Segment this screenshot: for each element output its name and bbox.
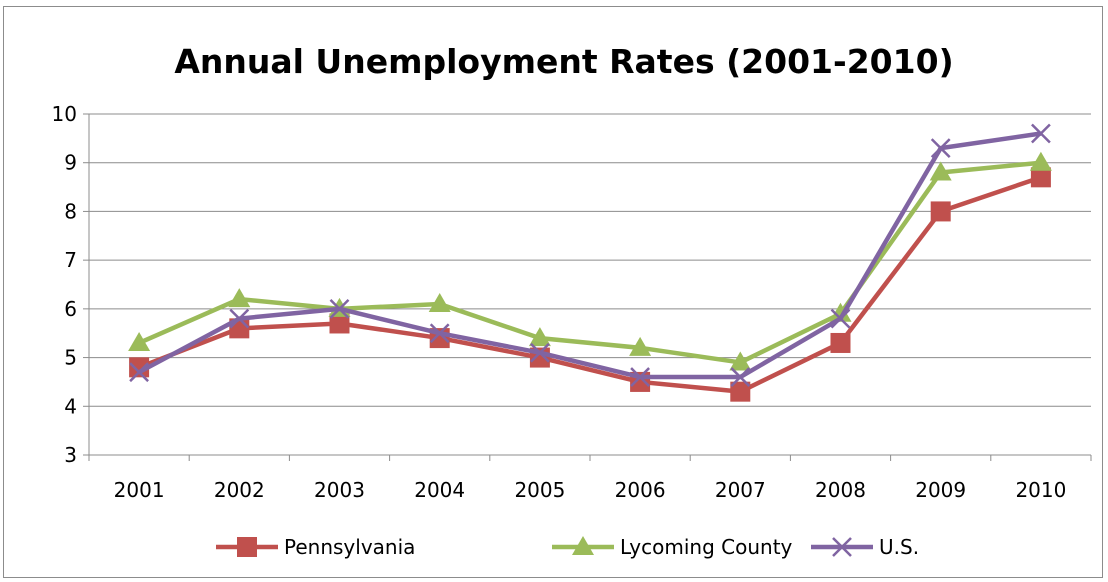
- data-point: [229, 308, 250, 329]
- legend: Pennsylvania Lycoming County U.S.: [216, 535, 919, 559]
- data-point: [830, 332, 851, 353]
- data-point: [930, 201, 951, 222]
- series-lines: [128, 123, 1052, 402]
- data-point: [129, 362, 149, 383]
- y-tick-label: 6: [64, 297, 77, 321]
- data-point: [730, 381, 751, 402]
- data-point: [730, 367, 751, 387]
- x-tick-label: 2007: [715, 478, 766, 502]
- series-line: [138, 160, 1042, 365]
- line-chart: Annual Unemployment Rates (2001-2010) 3 4…: [52, 42, 1092, 559]
- data-point: [1030, 167, 1051, 188]
- legend-marker: [237, 537, 257, 557]
- legend-label: Pennsylvania: [284, 535, 415, 559]
- series-u-s: [129, 123, 1051, 387]
- data-point: [1029, 151, 1052, 171]
- legend-item: Lycoming County: [552, 535, 793, 559]
- y-tick-label: 9: [64, 151, 77, 175]
- legend-label: Lycoming County: [620, 535, 793, 559]
- series-line: [138, 175, 1042, 394]
- x-tick-label: 2005: [514, 478, 565, 502]
- x-tick-label: 2008: [815, 478, 866, 502]
- data-point: [729, 351, 752, 371]
- y-tick-label: 7: [64, 248, 77, 272]
- axes: 3 4 5 6 7 8 9 10 2001 2002 2003 2004 2005 2006 2007 200…: [52, 102, 1092, 502]
- data-point: [830, 308, 851, 329]
- y-tick-label: 5: [64, 346, 77, 370]
- x-tick-label: 2009: [915, 478, 966, 502]
- data-point: [428, 292, 451, 312]
- data-point: [429, 323, 450, 344]
- x-tick-label: 2003: [314, 478, 365, 502]
- series-lycoming-county: [128, 151, 1052, 371]
- data-point: [1031, 123, 1051, 144]
- data-point: [629, 336, 652, 356]
- data-point: [829, 302, 852, 322]
- gridlines: [89, 113, 1091, 456]
- y-tick-label: 3: [64, 443, 77, 467]
- data-point: [929, 161, 952, 181]
- y-tick-label: 8: [64, 199, 77, 223]
- y-tick-label: 10: [52, 102, 77, 126]
- legend-item: Pennsylvania: [216, 535, 415, 559]
- data-point: [630, 367, 650, 387]
- x-tick-label: 2004: [414, 478, 465, 502]
- x-tick-label: 2001: [114, 478, 165, 502]
- data-point: [930, 138, 951, 158]
- x-tick-label: 2010: [1015, 478, 1066, 502]
- data-point: [530, 342, 550, 363]
- y-tick-label: 4: [64, 394, 77, 418]
- legend-marker: [832, 537, 852, 557]
- chart-title: Annual Unemployment Rates (2001-2010): [174, 42, 953, 81]
- legend-marker: [572, 536, 594, 555]
- x-tick-label: 2002: [214, 478, 265, 502]
- data-point: [329, 298, 350, 319]
- x-tick-label: 2006: [615, 478, 666, 502]
- data-point: [129, 357, 150, 378]
- series-line: [138, 131, 1042, 380]
- legend-label: U.S.: [879, 535, 919, 559]
- data-point: [228, 288, 251, 308]
- data-point: [128, 331, 151, 351]
- data-point: [528, 327, 551, 347]
- chart-frame: Annual Unemployment Rates (2001-2010) 3 4…: [3, 6, 1103, 578]
- legend-item: U.S.: [811, 535, 919, 559]
- data-point: [329, 313, 350, 334]
